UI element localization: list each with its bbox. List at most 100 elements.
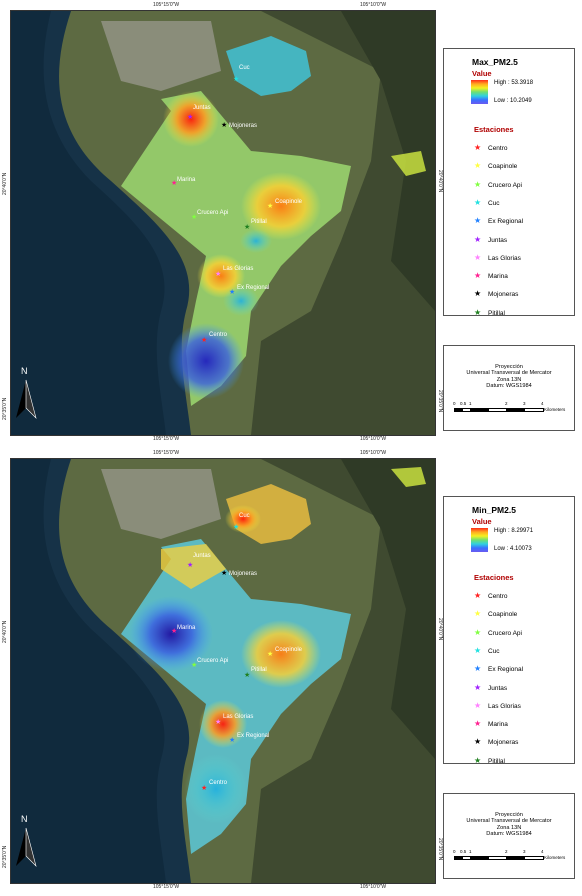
- coord-bottom-right: 105°10'0"W: [360, 884, 387, 890]
- station-marker-juntas[interactable]: ★: [187, 561, 193, 569]
- map-label-mojoneras: Mojoneras: [229, 123, 257, 129]
- legend-station-label: Juntas: [488, 684, 508, 692]
- station-marker-mojoneras[interactable]: ★: [221, 121, 227, 129]
- map-label-crucero-api: Crucero Api: [197, 658, 228, 664]
- station-marker-ex-regional[interactable]: ★: [229, 288, 235, 296]
- map-label-crucero-api: Crucero Api: [197, 210, 228, 216]
- scale-tick: 4: [541, 401, 544, 406]
- map-label-mojoneras: Mojoneras: [229, 571, 257, 577]
- scale-tick: 4: [541, 849, 544, 854]
- legend-station-item: ★ Las Glorias: [474, 253, 521, 263]
- map-frame-max[interactable]: Cuc ★ Juntas ★ Mojoneras ★ Marina ★ Coap…: [10, 10, 436, 436]
- map-canvas-min: Cuc ★ Juntas ★ Mojoneras ★ Marina ★ Coap…: [11, 459, 435, 883]
- station-star-icon: ★: [474, 289, 482, 299]
- scale-tick: 3: [523, 849, 526, 854]
- station-marker-cuc[interactable]: ★: [233, 523, 239, 531]
- projection-line: Zona 13N: [496, 824, 522, 831]
- legend-station-label: Coapinole: [488, 611, 518, 619]
- station-marker-marina[interactable]: ★: [171, 179, 177, 187]
- station-star-icon: ★: [474, 737, 482, 747]
- map-label-cuc: Cuc: [239, 65, 250, 71]
- map-label-centro: Centro: [209, 780, 228, 786]
- station-star-icon: ★: [474, 755, 482, 765]
- legend-station-label: Ex Regional: [488, 218, 524, 226]
- station-star-icon: ★: [474, 719, 482, 729]
- legend-station-label: Cuc: [488, 647, 500, 655]
- legend-station-label: Marina: [488, 721, 508, 729]
- map-label-coapinole: Coapinole: [275, 647, 303, 653]
- scale-bar: 0 0.5 1 2 3 4 Kilometers: [453, 401, 565, 416]
- station-star-icon: ★: [474, 197, 482, 207]
- coord-top-right: 105°10'0"W: [360, 2, 387, 8]
- station-marker-mojoneras[interactable]: ★: [221, 569, 227, 577]
- legend-high: High : 53.3918: [494, 80, 534, 86]
- legend-value-label: Value: [472, 69, 492, 78]
- station-marker-centro[interactable]: ★: [201, 336, 207, 344]
- station-marker-centro[interactable]: ★: [201, 784, 207, 792]
- station-star-icon: ★: [474, 307, 482, 317]
- station-marker-cuc[interactable]: ★: [233, 75, 239, 83]
- station-star-icon: ★: [474, 700, 482, 710]
- map-label-pitillal: Pitillal: [251, 219, 267, 225]
- projection-box: Proyección Universal Transversal de Merc…: [443, 345, 575, 431]
- legend-max: Max_PM2.5 Value High : 53.3918 Low : 10.…: [443, 48, 575, 317]
- projection-line: Proyección: [495, 812, 523, 818]
- legend-station-label: Crucero Api: [488, 629, 522, 637]
- legend-station-item: ★ Las Glorias: [474, 701, 521, 711]
- legend-value-label: Value: [472, 517, 492, 526]
- station-marker-marina[interactable]: ★: [171, 627, 177, 635]
- station-star-icon: ★: [474, 664, 482, 674]
- station-marker-coapinole[interactable]: ★: [267, 650, 273, 658]
- projection-box: Proyección Universal Transversal de Merc…: [443, 793, 575, 879]
- legend-station-item: ★ Centro: [474, 591, 508, 601]
- stations-title: Estaciones: [474, 573, 514, 582]
- legend-low: Low : 10.2049: [494, 98, 532, 104]
- projection-text: Proyección Universal Transversal de Merc…: [444, 812, 574, 838]
- station-marker-crucero-api[interactable]: ★: [191, 213, 197, 221]
- station-star-icon: ★: [474, 234, 482, 244]
- legend-station-item: ★ Cuc: [474, 646, 500, 656]
- station-marker-juntas[interactable]: ★: [187, 113, 193, 121]
- station-marker-coapinole[interactable]: ★: [267, 202, 273, 210]
- scale-bar: 0 0.5 1 2 3 4 Kilometers: [453, 849, 565, 864]
- legend-station-label: Mojoneras: [488, 739, 519, 747]
- station-marker-las-glorias[interactable]: ★: [215, 270, 221, 278]
- scale-tick: 1: [469, 849, 472, 854]
- map-label-centro: Centro: [209, 332, 228, 338]
- map-label-juntas: Juntas: [193, 105, 211, 111]
- station-marker-ex-regional[interactable]: ★: [229, 736, 235, 744]
- scale-tick: 0.5: [460, 849, 467, 854]
- north-label: N: [21, 366, 28, 376]
- legend-station-label: Pitillal: [488, 309, 505, 317]
- map-label-las-glorias: Las Glorias: [223, 266, 253, 272]
- projection-text: Proyección Universal Transversal de Merc…: [444, 364, 574, 390]
- station-marker-las-glorias[interactable]: ★: [215, 718, 221, 726]
- map-label-pitillal: Pitillal: [251, 667, 267, 673]
- legend-station-label: Mojoneras: [488, 291, 519, 299]
- projection-line: Datum: WGS1984: [486, 831, 532, 838]
- legend-station-item: ★ Crucero Api: [474, 628, 522, 638]
- map-canvas-max: Cuc ★ Juntas ★ Mojoneras ★ Marina ★ Coap…: [11, 11, 435, 435]
- coord-left-upper: 20°40'0"N: [2, 620, 8, 643]
- scale-tick: 2: [505, 849, 508, 854]
- station-marker-crucero-api[interactable]: ★: [191, 661, 197, 669]
- map-label-marina: Marina: [177, 177, 196, 183]
- station-marker-pitillal[interactable]: ★: [244, 671, 250, 679]
- station-marker-pitillal[interactable]: ★: [244, 223, 250, 231]
- legend-station-item: ★ Coapinole: [474, 161, 517, 171]
- map-panel-max: Cuc ★ Juntas ★ Mojoneras ★ Marina ★ Coap…: [2, 2, 575, 442]
- legend-station-label: Centro: [488, 593, 508, 600]
- station-star-icon: ★: [474, 143, 482, 152]
- legend-station-item: ★ Centro: [474, 143, 508, 153]
- map-label-coapinole: Coapinole: [275, 199, 303, 205]
- north-arrow-icon: N: [14, 810, 38, 870]
- station-star-icon: ★: [474, 252, 482, 262]
- legend-station-item: ★ Coapinole: [474, 609, 517, 619]
- north-label: N: [21, 814, 28, 824]
- legend-station-item: ★ Ex Regional: [474, 664, 523, 674]
- stations-title: Estaciones: [474, 125, 514, 134]
- coord-left-upper: 20°40'0"N: [2, 172, 8, 195]
- map-label-las-glorias: Las Glorias: [223, 714, 253, 720]
- map-frame-min[interactable]: Cuc ★ Juntas ★ Mojoneras ★ Marina ★ Coap…: [10, 458, 436, 884]
- map-label-juntas: Juntas: [193, 553, 211, 559]
